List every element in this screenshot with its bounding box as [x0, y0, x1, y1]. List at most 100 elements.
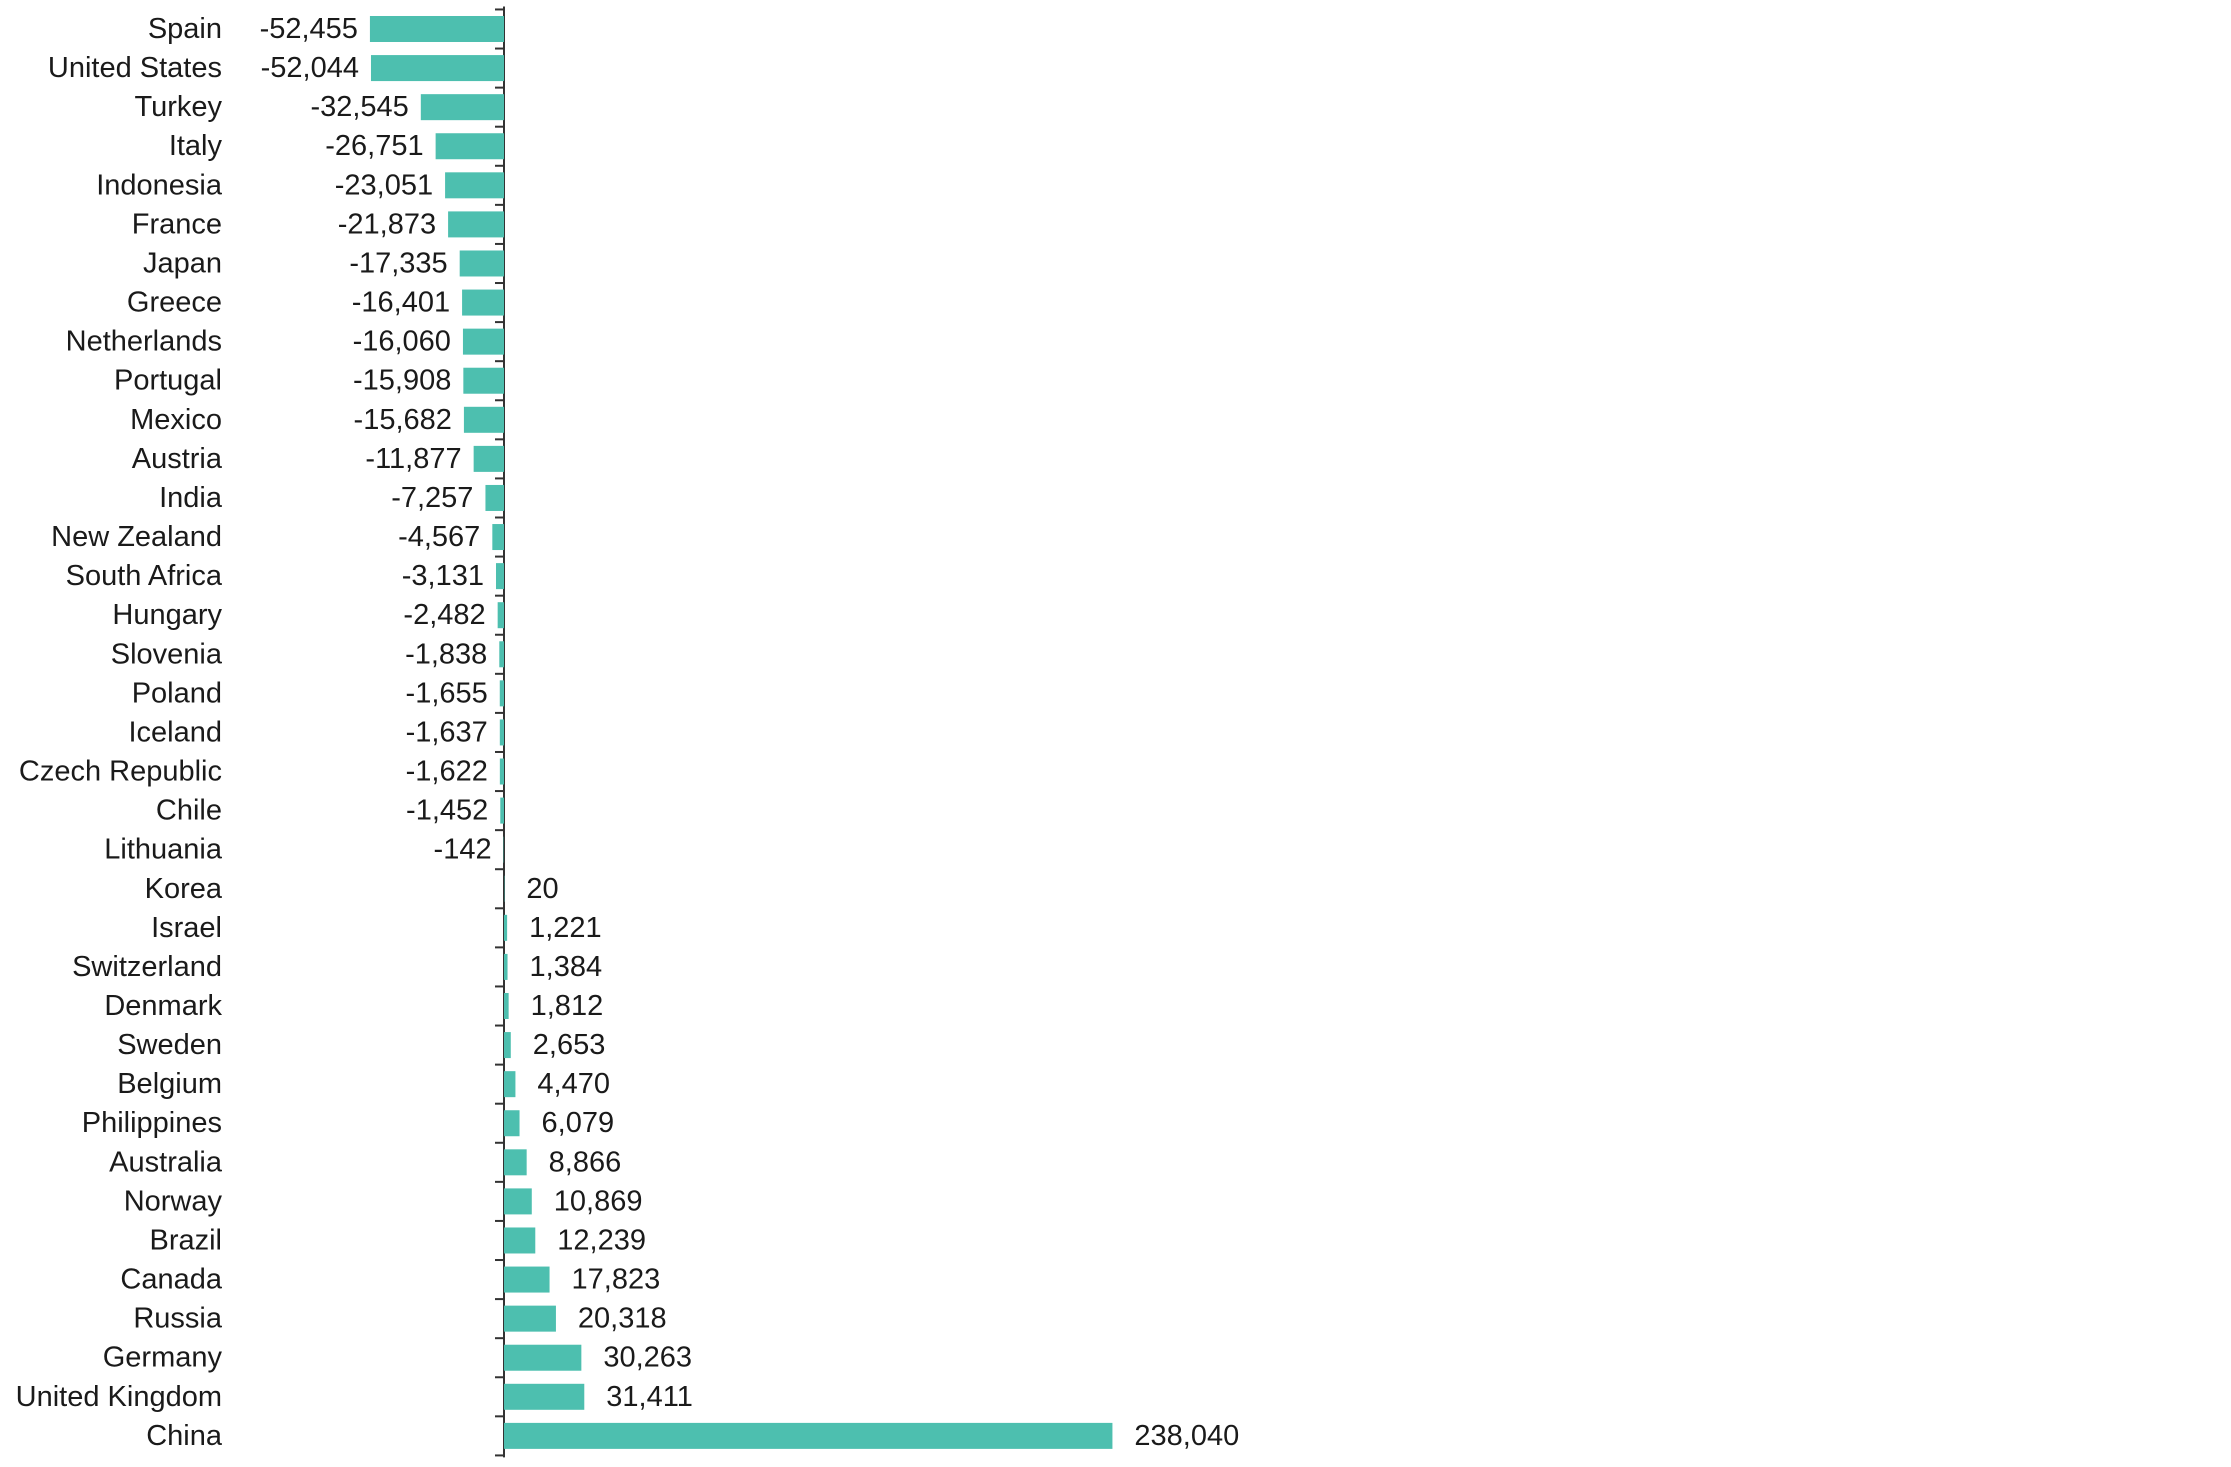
bar — [504, 1149, 527, 1176]
category-label: China — [146, 1420, 223, 1452]
data-label: 12,239 — [557, 1224, 646, 1256]
category-label: Indonesia — [96, 169, 223, 201]
bar — [497, 602, 504, 629]
data-label: -1,622 — [406, 756, 488, 788]
data-label: -16,401 — [352, 287, 450, 319]
data-label: 8,866 — [549, 1146, 622, 1178]
data-label: -23,051 — [335, 169, 433, 201]
category-label: Canada — [120, 1264, 222, 1296]
bar — [499, 758, 504, 785]
category-label: Spain — [148, 13, 222, 45]
data-label: 10,869 — [554, 1185, 643, 1217]
bar — [504, 1344, 582, 1371]
bar — [504, 1110, 520, 1137]
data-label: 30,263 — [603, 1342, 692, 1374]
category-label: Russia — [133, 1303, 223, 1335]
category-label: Brazil — [149, 1224, 222, 1256]
category-label: United States — [48, 52, 222, 84]
data-label: -1,838 — [405, 638, 487, 670]
data-label: -21,873 — [338, 208, 436, 240]
bar — [435, 133, 504, 160]
category-label: France — [132, 208, 222, 240]
category-label: Denmark — [104, 990, 222, 1022]
data-label: -7,257 — [391, 482, 473, 514]
category-label: Philippines — [82, 1107, 222, 1139]
category-label: Czech Republic — [19, 756, 222, 788]
data-label: 1,384 — [530, 951, 603, 983]
bar — [492, 524, 504, 551]
category-label: Austria — [132, 443, 223, 475]
data-label: -26,751 — [325, 130, 423, 162]
bar — [370, 55, 504, 82]
bar — [499, 680, 504, 707]
data-label: -52,455 — [260, 13, 358, 45]
data-label: 1,221 — [529, 912, 602, 944]
bar — [499, 641, 504, 668]
bar — [504, 1305, 556, 1332]
category-label: Chile — [156, 795, 222, 827]
data-label: -17,335 — [349, 247, 447, 279]
data-label: 31,411 — [606, 1381, 693, 1413]
data-label: -2,482 — [403, 599, 485, 631]
category-label: Sweden — [117, 1029, 222, 1061]
category-label: Poland — [132, 677, 222, 709]
data-label: 2,653 — [533, 1029, 606, 1061]
bar — [473, 445, 504, 472]
data-label: 238,040 — [1134, 1420, 1239, 1452]
category-label: Australia — [109, 1146, 223, 1178]
bar — [504, 1227, 536, 1254]
bar — [504, 953, 508, 980]
category-label: India — [159, 482, 223, 514]
category-label: Japan — [143, 247, 222, 279]
category-label: Mexico — [130, 404, 222, 436]
bar — [504, 1032, 511, 1059]
category-label: United Kingdom — [16, 1381, 222, 1413]
bar — [445, 172, 504, 199]
data-label: 4,470 — [537, 1068, 610, 1100]
bar — [462, 289, 504, 316]
data-label: -142 — [434, 834, 492, 866]
data-label: -32,545 — [310, 91, 408, 123]
category-label: Korea — [145, 873, 223, 905]
category-label: Slovenia — [111, 638, 223, 670]
bar — [504, 1188, 532, 1215]
category-label: Norway — [124, 1185, 223, 1217]
category-label: New Zealand — [51, 521, 222, 553]
data-label: 20 — [526, 873, 558, 905]
bar — [499, 719, 504, 746]
category-label: Switzerland — [72, 951, 222, 983]
bar — [504, 1071, 516, 1098]
bar — [495, 563, 504, 590]
category-label: Netherlands — [66, 326, 222, 358]
bar — [463, 406, 504, 433]
bar — [504, 1422, 1113, 1449]
category-label: Lithuania — [104, 834, 223, 866]
category-label: Greece — [127, 287, 222, 319]
data-label: -15,682 — [354, 404, 452, 436]
data-label: 6,079 — [542, 1107, 615, 1139]
bar — [462, 328, 504, 355]
bar — [504, 1383, 585, 1410]
category-label: Turkey — [134, 91, 222, 123]
bar — [448, 211, 504, 238]
category-label: Israel — [151, 912, 222, 944]
bar — [420, 94, 504, 121]
bar — [485, 484, 504, 511]
data-label: -3,131 — [402, 560, 484, 592]
data-label: -1,637 — [406, 716, 488, 748]
bar — [504, 914, 508, 941]
data-label: -52,044 — [261, 52, 359, 84]
data-label: -11,877 — [365, 443, 461, 475]
category-label: Belgium — [117, 1068, 222, 1100]
data-label: 17,823 — [572, 1264, 661, 1296]
bar — [459, 250, 504, 277]
data-label: -4,567 — [398, 521, 480, 553]
category-label: Hungary — [112, 599, 222, 631]
bar — [500, 797, 504, 824]
data-label: -1,452 — [406, 795, 488, 827]
bar — [369, 16, 504, 42]
data-label: -1,655 — [406, 677, 488, 709]
data-label: -15,908 — [353, 365, 451, 397]
